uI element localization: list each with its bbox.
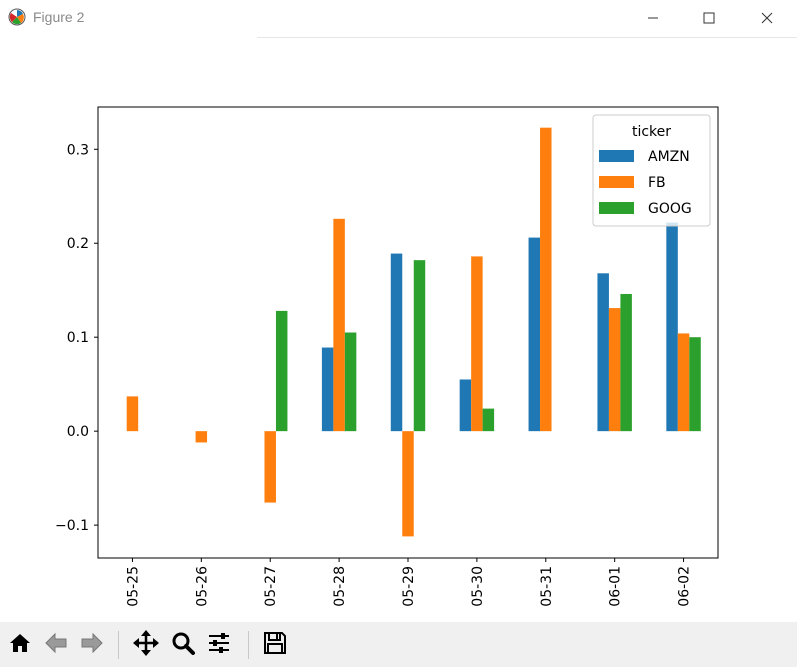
legend-swatch-goog bbox=[599, 202, 634, 214]
y-tick-label: 0.1 bbox=[67, 330, 89, 346]
bar-amzn-05-30 bbox=[459, 379, 472, 432]
bar-amzn-06-02 bbox=[666, 222, 678, 432]
x-tick-label: 05-31 bbox=[539, 566, 555, 607]
minimize-icon bbox=[647, 9, 659, 28]
move-icon bbox=[132, 629, 160, 661]
minimize-button[interactable] bbox=[630, 0, 676, 36]
bar-fb-05-30 bbox=[471, 256, 483, 432]
bar-goog-06-01 bbox=[620, 293, 632, 432]
bar-goog-06-02 bbox=[689, 337, 701, 432]
maximize-icon bbox=[703, 9, 715, 28]
save-button[interactable] bbox=[258, 628, 292, 662]
x-tick-label: 05-26 bbox=[194, 566, 210, 607]
home-icon bbox=[7, 630, 33, 660]
x-tick-label: 06-02 bbox=[677, 566, 693, 607]
y-tick-label: −0.1 bbox=[55, 518, 89, 534]
bar-amzn-05-28 bbox=[321, 347, 334, 432]
x-tick-label: 05-28 bbox=[332, 566, 348, 607]
bar-goog-05-27 bbox=[275, 310, 288, 432]
x-tick-label: 05-30 bbox=[470, 566, 486, 607]
bar-amzn-05-31 bbox=[528, 237, 541, 432]
configure-subplots-button[interactable] bbox=[202, 628, 236, 662]
y-tick-label: 0.0 bbox=[67, 424, 89, 440]
zoom-button[interactable] bbox=[166, 628, 200, 662]
x-tick-label: 06-01 bbox=[608, 566, 624, 607]
bar-fb-05-25 bbox=[126, 396, 139, 432]
legend-swatch-amzn bbox=[599, 150, 634, 162]
toolbar-separator bbox=[248, 631, 249, 659]
legend-label-amzn: AMZN bbox=[648, 149, 690, 165]
home-button[interactable] bbox=[3, 628, 37, 662]
bar-goog-05-29 bbox=[413, 260, 426, 432]
sliders-icon bbox=[206, 630, 232, 660]
bar-fb-05-29 bbox=[402, 431, 414, 537]
close-button[interactable] bbox=[744, 0, 790, 36]
y-tick-label: 0.2 bbox=[67, 236, 89, 252]
y-tick-label: 0.3 bbox=[67, 142, 89, 158]
navigation-toolbar bbox=[0, 622, 797, 667]
figure-canvas[interactable]: −0.1 0.0 0.1 0.2 0.3 05-25 05-26 05-27 05-28 05-2… bbox=[0, 38, 797, 621]
arrow-left-icon bbox=[43, 630, 69, 660]
bar-goog-05-28 bbox=[344, 332, 357, 432]
floppy-disk-icon bbox=[262, 630, 288, 660]
bar-goog-05-30 bbox=[482, 408, 495, 432]
matplotlib-app-icon bbox=[8, 8, 26, 26]
window-titlebar: Figure 2 bbox=[0, 0, 797, 36]
legend-label-fb: FB bbox=[648, 175, 666, 191]
bar-fb-05-28 bbox=[333, 218, 345, 432]
magnifier-icon bbox=[170, 630, 196, 660]
titlebar-divider bbox=[257, 37, 797, 38]
bar-fb-06-01 bbox=[608, 308, 621, 432]
legend-title: ticker bbox=[632, 124, 671, 140]
legend-label-goog: GOOG bbox=[648, 201, 692, 217]
x-tick-label: 05-29 bbox=[401, 566, 417, 607]
bar-fb-05-31 bbox=[540, 127, 552, 432]
bar-fb-05-26 bbox=[195, 431, 208, 443]
pan-button[interactable] bbox=[129, 628, 163, 662]
toolbar-separator bbox=[118, 631, 119, 659]
bar-fb-06-02 bbox=[677, 333, 690, 432]
window-title: Figure 2 bbox=[33, 9, 85, 25]
bar-amzn-06-01 bbox=[597, 273, 609, 432]
bar-chart: −0.1 0.0 0.1 0.2 0.3 05-25 05-26 05-27 05-28 05-2… bbox=[55, 106, 719, 607]
x-tick-label: 05-27 bbox=[263, 566, 279, 607]
x-tick-label: 05-25 bbox=[125, 566, 141, 607]
legend-swatch-fb bbox=[599, 176, 634, 188]
arrow-right-icon bbox=[79, 630, 105, 660]
legend-box bbox=[592, 114, 711, 227]
back-button[interactable] bbox=[39, 628, 73, 662]
maximize-button[interactable] bbox=[686, 0, 732, 36]
close-icon bbox=[761, 9, 773, 28]
bar-amzn-05-29 bbox=[390, 253, 403, 432]
bar-fb-05-27 bbox=[264, 431, 276, 503]
forward-button[interactable] bbox=[75, 628, 109, 662]
